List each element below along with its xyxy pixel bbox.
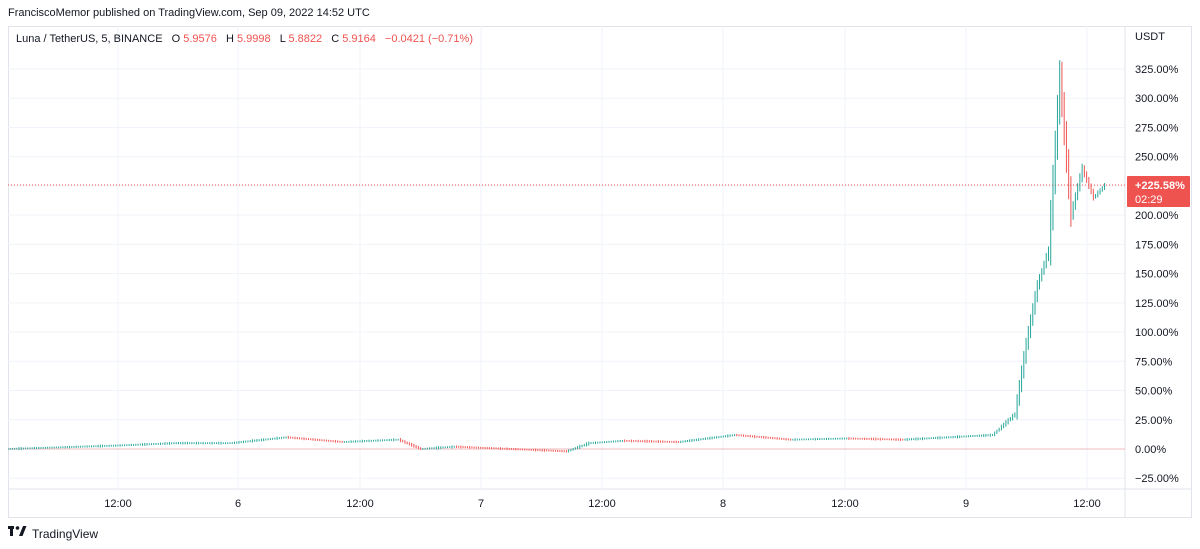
x-tick-label: 7 [478,498,484,510]
legend-change: −0.0421 (−0.71%) [385,33,473,45]
current-price-badge: +225.58% 02:29 [1127,176,1190,207]
y-tick-label: 275.00% [1135,122,1179,134]
y-tick-label: 175.00% [1135,239,1179,251]
x-tick-label: 12:00 [104,498,132,510]
y-tick-label: 50.00% [1135,386,1173,398]
y-tick-label: 75.00% [1135,356,1173,368]
legend-close-label: C [331,33,339,45]
chart-frame [8,26,1192,518]
countdown-label: 02:29 [1135,194,1163,206]
legend-close-value: 5.9164 [342,33,376,45]
legend-open-label: O [172,33,181,45]
legend-low-label: L [280,33,286,45]
footer: TradingView [8,526,98,541]
x-tick-label: 12:00 [831,498,859,510]
tradingview-logo-icon [8,526,28,541]
x-tick-label: 6 [235,498,241,510]
currency-label: USDT [1135,31,1165,43]
legend-low-value: 5.8822 [288,33,322,45]
current-value-label: +225.58% [1135,180,1185,192]
legend-high-label: H [226,33,234,45]
legend-high-value: 5.9998 [237,33,271,45]
y-tick-label: 200.00% [1135,210,1179,222]
series [8,60,1106,453]
x-tick-label: 12:00 [346,498,374,510]
x-tick-label: 12:00 [588,498,616,510]
x-tick-label: 9 [963,498,969,510]
y-tick-label: 100.00% [1135,327,1179,339]
y-tick-label: 125.00% [1135,298,1179,310]
publisher-caption: FranciscoMemor published on TradingView.… [8,7,370,19]
price-chart[interactable]: 325.00%300.00%275.00%250.00%225.00%200.0… [8,26,1192,518]
grid [8,26,1125,489]
legend: Luna / TetherUS, 5, BINANCE O 5.9576 H 5… [16,33,473,45]
y-tick-label: 250.00% [1135,152,1179,164]
time-axis[interactable]: 12:00 6 12:00 7 12:00 8 12:00 9 12:00 [104,498,1101,510]
price-axis[interactable]: 325.00%300.00%275.00%250.00%225.00%200.0… [1135,64,1179,485]
y-tick-label: 0.00% [1135,444,1166,456]
y-tick-label: −25.00% [1135,473,1179,485]
y-tick-label: 325.00% [1135,64,1179,76]
x-tick-label: 8 [720,498,726,510]
legend-symbol: Luna / TetherUS, 5, BINANCE [16,33,163,45]
y-tick-label: 300.00% [1135,93,1179,105]
x-tick-label: 12:00 [1073,498,1101,510]
y-tick-label: 150.00% [1135,269,1179,281]
brand-name: TradingView [32,526,99,541]
y-tick-label: 25.00% [1135,415,1173,427]
legend-open-value: 5.9576 [183,33,217,45]
